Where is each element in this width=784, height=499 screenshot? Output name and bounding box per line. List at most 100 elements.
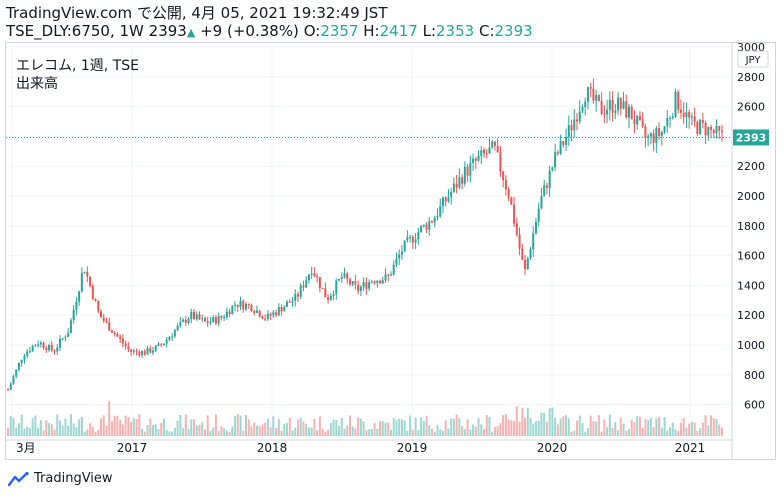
volume-bar <box>439 429 442 436</box>
candle-body <box>600 100 603 115</box>
candle-body <box>376 280 379 284</box>
volume-bar <box>663 417 666 436</box>
candle-body <box>91 285 94 300</box>
candle-body <box>195 314 198 320</box>
volume-bar <box>493 426 496 436</box>
candle-body <box>97 300 100 312</box>
volume-bar <box>234 416 237 436</box>
volume-bar <box>463 429 466 436</box>
volume-bar <box>633 421 636 436</box>
volume-bar <box>524 417 527 436</box>
tradingview-footer[interactable]: TradingView <box>8 471 113 486</box>
volume-bar <box>693 422 696 436</box>
volume-bar <box>551 407 554 436</box>
volume-bar <box>611 428 614 436</box>
volume-bar <box>540 412 543 436</box>
volume-bar <box>28 427 31 436</box>
y-tick-label: 1200 <box>737 309 765 322</box>
candle-body <box>56 347 59 352</box>
candle-body <box>365 282 368 289</box>
volume-bar <box>532 423 535 436</box>
volume-bar <box>45 420 48 436</box>
volume-bar <box>266 418 269 436</box>
volume-bar <box>116 415 119 436</box>
symbol-ohlc-line: TSE_DLY:6750, 1W 2393▲ +9 (+0.38%) O:235… <box>6 22 533 42</box>
volume-bar <box>184 414 187 436</box>
volume-bar <box>395 420 398 436</box>
candle-body <box>704 122 707 136</box>
candle-body <box>143 351 146 355</box>
candle-body <box>576 119 579 122</box>
volume-bar <box>461 425 464 436</box>
candle-body <box>318 277 321 288</box>
candle-body <box>387 274 390 276</box>
candle-body <box>669 117 672 119</box>
volume-bar <box>365 429 368 436</box>
candle-body <box>521 248 524 260</box>
candle-body <box>146 348 149 355</box>
candle-body <box>160 344 163 346</box>
volume-bar <box>217 431 220 436</box>
volume-bar <box>647 420 650 436</box>
candle-body <box>324 288 327 298</box>
x-tick-label: 2021 <box>675 441 706 455</box>
publish-info: TradingView.com で公開, 4月 05, 2021 19:32:4… <box>6 4 388 22</box>
volume-bar <box>627 429 630 436</box>
volume-bar <box>450 418 453 436</box>
tradingview-logo-icon <box>8 471 29 486</box>
candle-body <box>696 121 699 134</box>
candle-body <box>313 273 316 276</box>
volume-bar <box>206 415 209 436</box>
volume-bar <box>299 417 302 436</box>
volume-bar <box>165 430 168 436</box>
volume-bar <box>83 431 86 436</box>
volume-bar <box>242 430 245 436</box>
volume-bar <box>573 430 576 436</box>
candle-body <box>414 239 417 243</box>
y-tick-label: 2000 <box>737 190 765 203</box>
chart-frame[interactable] <box>5 42 776 460</box>
candle-body <box>182 319 185 322</box>
volume-bar <box>458 418 461 436</box>
candle-body <box>53 350 56 352</box>
volume-bar <box>91 426 94 436</box>
candle-body <box>463 166 466 184</box>
volume-bar <box>124 415 127 436</box>
candle-body <box>340 277 343 280</box>
candle-body <box>116 334 119 337</box>
volume-bar <box>146 424 149 436</box>
candle-body <box>362 282 365 287</box>
volume-bar <box>452 418 455 436</box>
candle-body <box>9 383 12 390</box>
candle-body <box>212 317 215 322</box>
y-tick-label: 600 <box>744 399 765 412</box>
volume-bar <box>649 418 652 436</box>
volume-bar <box>677 430 680 436</box>
x-tick-label: 2017 <box>117 441 148 455</box>
candle-body <box>157 344 160 346</box>
volume-bar <box>690 421 693 436</box>
volume-bar <box>338 426 341 436</box>
candle-body <box>242 300 245 310</box>
candle-body <box>209 321 212 324</box>
candle-body <box>627 106 630 118</box>
volume-bar <box>179 414 182 436</box>
candle-body <box>42 342 45 348</box>
volume-bar <box>433 431 436 436</box>
volume-bar <box>121 424 124 436</box>
candle-body <box>483 150 485 154</box>
candle-body <box>392 264 395 275</box>
candle-body <box>485 153 488 155</box>
candle-body <box>255 310 258 313</box>
volume-bar <box>600 431 603 436</box>
candle-body <box>236 304 239 307</box>
volume-bar <box>595 421 598 436</box>
candle-body <box>499 151 502 172</box>
candle-body <box>327 297 330 301</box>
candle-body <box>638 116 641 121</box>
volume-bar <box>554 417 557 436</box>
volume-bar <box>346 425 349 436</box>
volume-bar <box>277 418 280 436</box>
candle-body <box>86 271 89 277</box>
